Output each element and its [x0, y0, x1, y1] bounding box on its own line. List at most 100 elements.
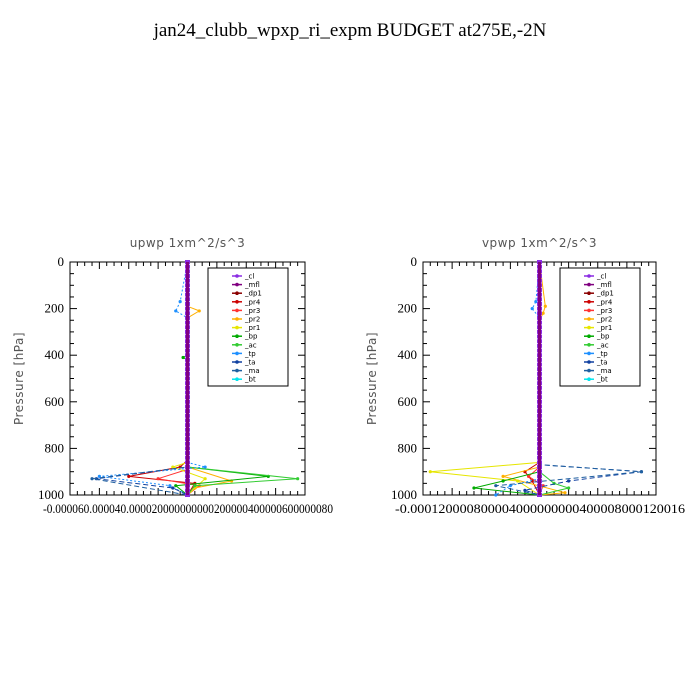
series-line-ta	[96, 262, 188, 496]
legend-marker-pr1	[587, 325, 591, 330]
legend-label-dp1: _dp1	[596, 290, 614, 298]
legend-label-pr2: _pr2	[244, 316, 260, 324]
series-point-pr1	[516, 479, 520, 483]
series-point-ma	[639, 470, 644, 474]
legend-marker-ma	[235, 368, 239, 373]
legend-marker-bt	[235, 377, 239, 382]
legend-marker-mfl	[235, 282, 239, 287]
series-point-pr4	[127, 474, 131, 478]
series-point-tp	[534, 300, 538, 304]
legend-label-bt: _bt	[244, 376, 256, 384]
legend-marker-pr2	[235, 317, 239, 321]
series-point-pr2	[501, 474, 505, 478]
series-line-pr4	[128, 262, 196, 496]
legend-label-pr1: _pr1	[244, 324, 260, 332]
legend-label-bp: _bp	[596, 333, 610, 341]
y-tick-label: 800	[45, 440, 65, 455]
series-point-pr2	[197, 309, 201, 313]
legend-box	[207, 267, 289, 387]
x-tick-labels: -0.0001200008000040000000004000080001200…	[395, 501, 686, 516]
y-tick-label: 400	[45, 347, 65, 362]
legend-marker-bp	[235, 334, 239, 339]
series-point-ta	[171, 486, 175, 490]
legend-marker-pr3	[587, 308, 591, 313]
legend-label-pr4: _pr4	[244, 298, 261, 306]
series-point-pr1	[203, 477, 207, 481]
legend-label-pr4: _pr4	[596, 298, 613, 306]
series-point-ta	[567, 479, 571, 483]
legend-marker-tp	[235, 351, 239, 356]
legend-marker-bp	[587, 334, 591, 339]
y-tick-label: 1000	[38, 487, 64, 502]
series-point-pr2	[563, 491, 567, 495]
y-axis-label: Pressure [hPa]	[365, 332, 379, 425]
legend-label-tp: _tp	[596, 350, 608, 358]
legend-label-tp: _tp	[244, 350, 256, 358]
legend-label-cl: _cl	[244, 273, 254, 281]
series-point-pr2	[543, 304, 547, 308]
legend-label-pr1: _pr1	[596, 324, 612, 332]
series-point-tp	[530, 307, 534, 311]
legend-marker-pr2	[587, 317, 591, 321]
legend-marker-ma	[587, 368, 591, 373]
series-point-bp	[472, 486, 476, 490]
series-line-bp	[473, 262, 540, 496]
series-point-bp	[181, 355, 185, 360]
x-tick-labels: -0.000060.000040.00002000000000020000040…	[43, 501, 333, 516]
series-point-tp	[494, 493, 498, 497]
y-tick-label: 200	[398, 301, 418, 316]
legend-marker-dp1	[235, 291, 239, 296]
legend-label-mfl: _mfl	[244, 281, 260, 289]
chart-title: upwp 1xm^2/s^3	[130, 236, 246, 250]
series-point-pr1	[428, 470, 432, 474]
series-point-pr3	[156, 477, 160, 481]
legend-marker-cl	[587, 274, 591, 278]
legend-marker-dp1	[587, 291, 591, 296]
legend: _cl_mfl_dp1_pr4_pr3_pr2_pr1_bp_ac_tp_ta_…	[207, 267, 289, 387]
series-point-tp	[174, 309, 178, 313]
legend-marker-mfl	[587, 282, 591, 287]
main-title: jan24_clubb_wpxp_ri_expm BUDGET at275E,-…	[153, 20, 547, 41]
chart-2: vpwp 1xm^2/s^3 Pressure [hPa] 0 200 400 600 80…	[365, 236, 686, 516]
series-point-bp	[174, 484, 178, 488]
y-tick-label: 400	[398, 347, 418, 362]
legend-label-pr3: _pr3	[596, 307, 612, 315]
series-line-pr3	[157, 262, 201, 496]
y-tick-label: 0	[411, 254, 418, 269]
series-point-ma	[494, 484, 498, 488]
legend-label-pr2: _pr2	[596, 316, 612, 324]
series-point-ac	[296, 477, 300, 481]
legend-marker-cl	[235, 274, 239, 278]
series-point-bp	[501, 479, 505, 483]
series-point-tp	[203, 465, 207, 469]
y-axis-label: Pressure [hPa]	[12, 332, 26, 425]
series-line-tp	[495, 261, 540, 496]
legend-marker-tp	[587, 351, 591, 356]
series-point-pr2	[541, 311, 545, 315]
legend-label-ac: _ac	[596, 341, 609, 349]
chart-title: vpwp 1xm^2/s^3	[482, 236, 597, 250]
legend-label-mfl: _mfl	[596, 281, 612, 289]
series-point-ta	[523, 488, 527, 492]
series-point-tp	[168, 484, 172, 488]
y-tick-label: 600	[45, 394, 65, 409]
chart-1: upwp 1xm^2/s^3 Pressure [hPa] 0 200 400 600 80…	[12, 236, 333, 516]
y-tick-label: 600	[398, 394, 418, 409]
legend-marker-ta	[235, 360, 239, 364]
legend-label-ma: _ma	[244, 367, 260, 375]
y-tick-label: 1000	[391, 487, 417, 502]
legend-label-ta: _ta	[244, 359, 256, 367]
series-point-ac	[567, 486, 571, 490]
legend-label-bp: _bp	[244, 333, 258, 341]
series-point-ac	[193, 484, 197, 488]
legend: _cl_mfl_dp1_pr4_pr3_pr2_pr1_bp_ac_tp_ta_…	[559, 267, 641, 387]
y-tick-label: 800	[398, 440, 418, 455]
legend-marker-bt	[587, 377, 591, 382]
y-tick-label: 200	[45, 301, 65, 316]
legend-label-dp1: _dp1	[244, 290, 262, 298]
legend-marker-ta	[587, 360, 591, 364]
legend-label-bt: _bt	[596, 376, 608, 384]
series-point-tp	[97, 474, 101, 478]
legend-label-ma: _ma	[596, 367, 612, 375]
